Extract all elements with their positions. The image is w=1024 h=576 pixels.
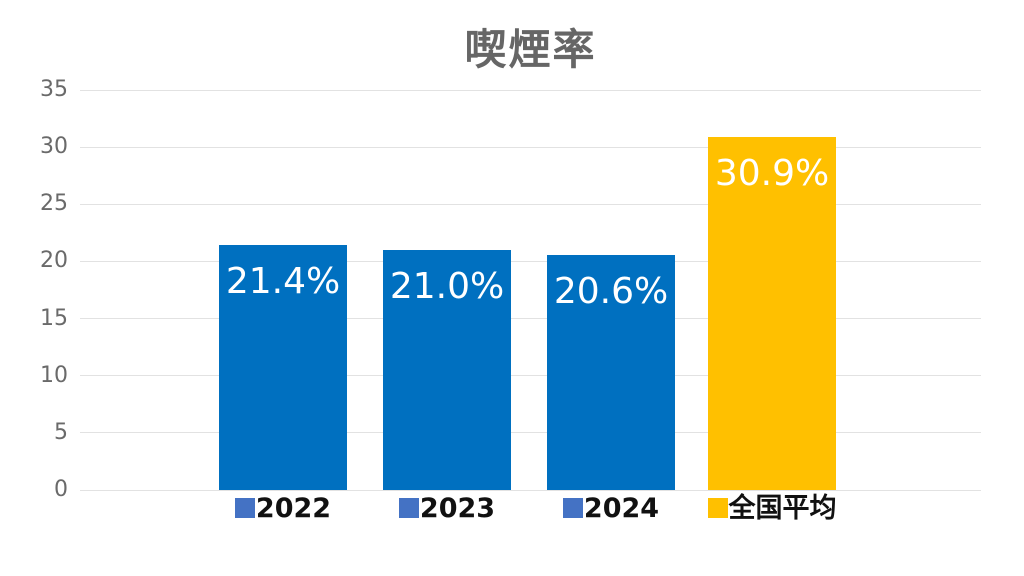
y-axis: 0 5 10 15 20 25 30 35 (0, 77, 68, 502)
gridline-y-0 (80, 489, 981, 491)
gridline-y-30 (80, 146, 981, 148)
y-tick-label-10: 10 (40, 362, 68, 388)
category-marker-icon (707, 498, 728, 518)
category-label-text: 2024 (583, 493, 660, 524)
category-label-2023: 2023 (347, 492, 547, 526)
category-label-2022: 2022 (183, 492, 383, 526)
category-label-text: 全国平均 (728, 493, 837, 524)
gridline-y-15 (80, 318, 981, 320)
y-tick-label-5: 5 (54, 419, 68, 445)
category-marker-icon (562, 498, 583, 518)
gridline-y-25 (80, 203, 981, 205)
plot-area: 21.4% 21.0% 20.6% 30.9% (80, 89, 981, 491)
bar-2024: 20.6% (547, 254, 675, 490)
category-label-text: 2023 (419, 493, 496, 524)
gridline-y-35 (80, 89, 981, 91)
bar-value-label-2023: 21.0% (389, 266, 505, 307)
gridline-y-10 (80, 375, 981, 377)
category-marker-icon (398, 498, 419, 518)
category-marker-icon (234, 498, 255, 518)
y-tick-label-15: 15 (40, 305, 68, 331)
y-tick-label-30: 30 (40, 134, 68, 160)
gridline-y-20 (80, 260, 981, 262)
chart-title: 喫煙率 (464, 25, 597, 74)
y-tick-label-25: 25 (40, 191, 68, 217)
bar-value-label-全国平均: 30.9% (714, 152, 830, 194)
category-label-全国平均: 全国平均 (672, 492, 872, 526)
gridline-y-5 (80, 432, 981, 434)
category-label-text: 2022 (255, 493, 332, 524)
bar-全国平均: 30.9% (708, 136, 836, 490)
bar-2023: 21.0% (383, 250, 511, 490)
category-axis: 2022 2023 2024 全国平均 (80, 492, 981, 532)
bar-value-label-2024: 20.6% (553, 270, 669, 312)
y-tick-label-0: 0 (54, 477, 68, 502)
y-tick-label-20: 20 (40, 248, 68, 274)
bar-2022: 21.4% (219, 245, 347, 490)
bar-value-label-2022: 21.4% (225, 261, 341, 303)
category-label-2024: 2024 (511, 492, 711, 526)
y-tick-label-35: 35 (40, 77, 68, 102)
